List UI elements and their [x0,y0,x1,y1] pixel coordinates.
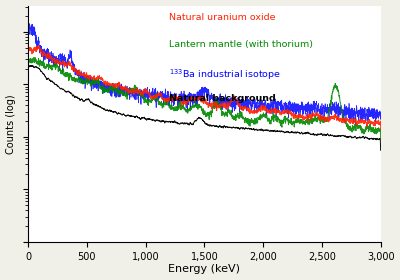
Text: Lantern mantle (with thorium): Lantern mantle (with thorium) [169,40,313,49]
Text: Natural background: Natural background [169,94,276,103]
Text: Natural uranium oxide: Natural uranium oxide [169,13,276,22]
Text: $^{133}$Ba industrial isotope: $^{133}$Ba industrial isotope [169,67,281,81]
X-axis label: Energy (keV): Energy (keV) [168,264,240,274]
Y-axis label: Counts (log): Counts (log) [6,94,16,153]
